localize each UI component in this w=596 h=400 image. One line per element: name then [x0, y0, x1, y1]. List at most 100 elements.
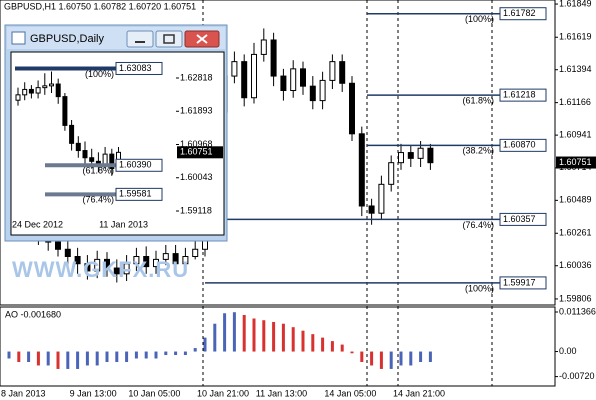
fib-percent-label: (38.2%): [462, 146, 494, 156]
candle-body: [319, 79, 326, 102]
x-tick-label: 10 Jan 21:00: [197, 388, 249, 398]
candle-body: [62, 96, 68, 126]
y-tick-label: 1.60968: [180, 139, 213, 149]
fib-percent-label: (76.4%): [462, 220, 494, 230]
fib-percent-label: (100%): [465, 14, 494, 24]
candle-body: [329, 61, 336, 81]
y-tick-label: 0.011366: [559, 306, 596, 316]
candle-body: [172, 253, 179, 265]
candle-body: [55, 83, 61, 98]
daily-plot: [10, 51, 225, 236]
candle-body: [280, 75, 287, 92]
candle-body: [251, 53, 257, 99]
candle-body: [270, 39, 277, 77]
fib-label-box: [115, 158, 163, 172]
last-price-box: [556, 156, 596, 169]
candle-body: [300, 68, 306, 87]
candle-body: [133, 256, 140, 265]
candle-body: [113, 267, 120, 275]
fib-label-box: [499, 212, 547, 226]
candle-body: [260, 39, 267, 55]
fib-price-label: 1.59917: [503, 277, 536, 287]
y-tick-label: 1.61394: [559, 64, 592, 74]
y-tick-label: -0.00720: [559, 371, 595, 381]
x-tick-label: 14 Jan 21:00: [393, 388, 445, 398]
candle-body: [143, 256, 150, 268]
fib-price-label: 1.61782: [503, 8, 536, 18]
fib-percent-label: (61.8%): [82, 166, 114, 176]
candle-body: [378, 183, 385, 214]
y-tick-label: 1.62818: [180, 72, 213, 82]
x-tick-label: 9 Jan 13:00: [70, 388, 117, 398]
candle-body: [55, 241, 61, 250]
candle-body: [309, 85, 316, 102]
ao-panel: AO -0.001680 0.011366 0.00 -0.00720: [0, 306, 596, 387]
window-icon: [11, 31, 26, 45]
candle-body: [368, 205, 375, 214]
y-tick-label: 1.61166: [559, 97, 591, 107]
y-tick-label: 1.59118: [180, 205, 212, 215]
fib-label-box: [115, 61, 163, 75]
candle-body: [349, 82, 355, 135]
candle-body: [104, 258, 110, 269]
x-tick-label: 8 Jan 2013: [1, 388, 46, 398]
fib-price-label: 1.59581: [119, 189, 152, 199]
candle-body: [69, 124, 75, 144]
candle-body: [427, 147, 434, 164]
maximize-icon: [163, 34, 175, 44]
candle-body: [94, 258, 101, 272]
candle-body: [15, 94, 21, 101]
y-tick-label: 1.60489: [559, 195, 592, 205]
fib-price-label: 1.60390: [119, 160, 152, 170]
minimize-button[interactable]: [126, 30, 154, 48]
candle-body: [84, 263, 91, 272]
candle-body: [290, 68, 297, 92]
candle-body: [339, 61, 346, 84]
candle-body: [388, 162, 395, 185]
watermark: WWW.GKFX.RU: [12, 257, 189, 282]
y-tick-label: 1.61849: [559, 0, 592, 8]
candle-body: [28, 88, 34, 94]
fib-label-box: [499, 276, 547, 290]
ao-plot: [0, 306, 556, 387]
candle-body: [89, 157, 95, 162]
y-tick-label: 1.60043: [180, 172, 213, 182]
fib-price-label: 1.60870: [503, 140, 536, 150]
x-tick-label: 10 Jan 05:00: [128, 388, 180, 398]
x-tick-label: 11 Jan 13:00: [256, 388, 307, 398]
fib-price-label: 1.61218: [503, 89, 536, 99]
candle-body: [64, 248, 71, 258]
last-price-box: [177, 146, 223, 159]
candle-body: [22, 88, 28, 96]
candle-body: [398, 152, 404, 164]
candle-body: [74, 256, 81, 265]
chart-title: GBPUSD,H1 1.60750 1.60782 1.60720 1.6075…: [4, 1, 196, 11]
candle-body: [192, 248, 199, 258]
candle-body: [123, 263, 130, 275]
y-tick-label: 1.59806: [559, 293, 592, 303]
y-tick-label: 0.00: [559, 346, 577, 356]
candle-body: [42, 85, 48, 89]
candle-body: [231, 61, 238, 77]
x-tick-label: 24 Dec 2012: [12, 219, 63, 229]
candle-body: [35, 87, 41, 94]
y-tick-label: 1.60036: [559, 260, 592, 270]
last-price-label: 1.60751: [559, 157, 592, 167]
last-price-label: 1.60751: [180, 147, 213, 157]
candle-body: [109, 153, 115, 170]
maximize-button[interactable]: [155, 30, 183, 48]
candle-body: [182, 256, 189, 265]
candle-body: [75, 142, 81, 152]
fib-price-label: 1.63083: [119, 63, 152, 73]
close-icon: [196, 34, 208, 44]
fib-percent-label: (76.4%): [82, 195, 114, 205]
fib-percent-label: (100%): [465, 283, 494, 293]
fib-price-label: 1.60357: [503, 214, 536, 224]
fib-percent-label: (100%): [85, 69, 114, 79]
daily-window[interactable]: GBPUSD,Daily 1.62818 1.61893 1.60968 1.6004…: [4, 24, 228, 242]
y-tick-label: 1.60261: [559, 228, 592, 238]
y-tick-label: 1.60941: [559, 129, 592, 139]
candle-body: [241, 61, 248, 99]
